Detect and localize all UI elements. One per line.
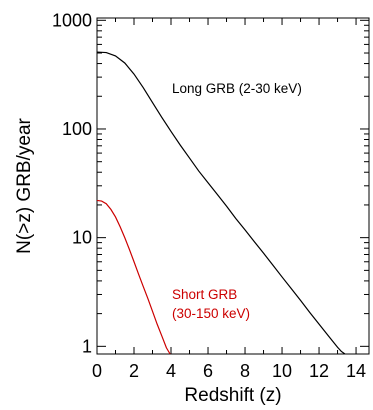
y-tick-label: 1 [82,336,92,356]
annotation-long-grb: Long GRB (2-30 keV) [172,81,302,96]
annotation-short-grb-line1: Short GRB [172,287,237,302]
y-tick-label: 1000 [52,10,92,30]
x-tick-label: 10 [272,361,292,381]
x-tick-label: 8 [240,361,250,381]
y-tick-label: 10 [72,228,92,248]
x-axis-title: Redshift (z) [184,385,281,406]
y-tick-label: 100 [62,119,92,139]
x-tick-label: 6 [203,361,213,381]
y-axis-title: N(>z) GRB/year [14,118,35,254]
x-tick-label: 2 [129,361,139,381]
long-grb-line [96,51,346,355]
x-tick-label: 12 [309,361,329,381]
x-tick-label: 0 [92,361,102,381]
annotation-short-grb-line2: (30-150 keV) [172,306,250,321]
x-tick-label: 4 [166,361,176,381]
axis-ticks [96,18,369,354]
data-series [96,51,346,355]
short-grb-line [96,199,171,355]
tick-labels: 0 2 4 6 8 10 12 14 1 10 100 1000 [52,10,366,381]
plot-frame [96,17,370,355]
x-tick-label: 14 [346,361,366,381]
